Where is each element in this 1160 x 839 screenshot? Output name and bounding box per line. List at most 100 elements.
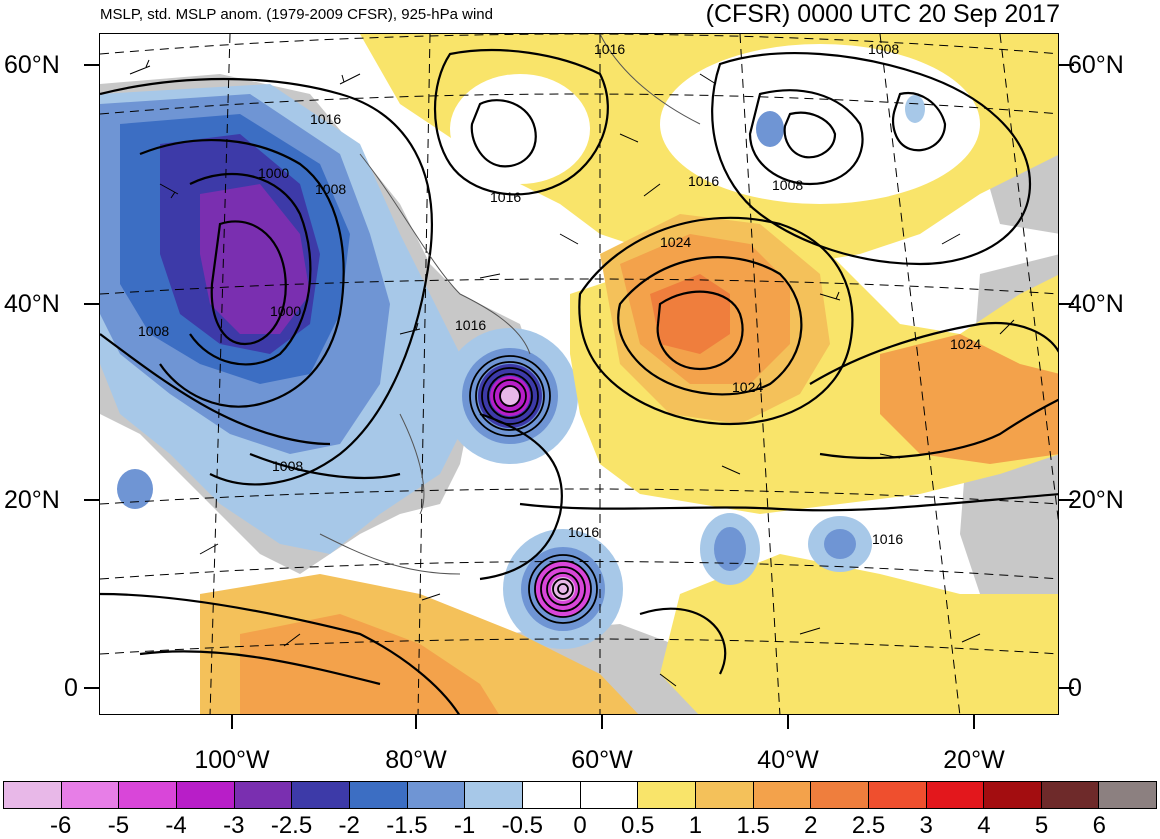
tick-mark bbox=[1059, 687, 1074, 689]
colorbar-swatch bbox=[292, 782, 350, 808]
colorbar-swatch bbox=[119, 782, 177, 808]
colorbar-tick-label: -4 bbox=[165, 812, 187, 839]
lon-label-100w: 100°W bbox=[194, 746, 270, 774]
tick-mark bbox=[231, 715, 233, 729]
contour-label: 1016 bbox=[310, 111, 341, 127]
colorbar-swatch bbox=[61, 782, 120, 808]
colorbar-swatch bbox=[465, 782, 523, 808]
contour-label: 1000 bbox=[258, 165, 289, 181]
lat-label-60n-left: 60°N bbox=[4, 51, 60, 79]
tick-mark bbox=[84, 303, 99, 305]
tick-mark bbox=[1059, 499, 1074, 501]
anom-pos-east bbox=[880, 334, 1058, 464]
colorbar-swatch bbox=[926, 782, 985, 808]
contour-label: 1016 bbox=[568, 524, 599, 540]
tick-mark bbox=[1059, 64, 1074, 66]
lat-label-0-left: 0 bbox=[64, 674, 78, 702]
contour-label: 1024 bbox=[950, 336, 981, 352]
tick-mark bbox=[787, 715, 789, 729]
colorbar-swatch bbox=[4, 782, 62, 808]
colorbar-tick-label: -0.5 bbox=[501, 812, 543, 839]
lon-label-20w: 20°W bbox=[943, 746, 1005, 774]
colorbar-tick-label: -3 bbox=[223, 812, 245, 839]
tick-mark bbox=[1059, 303, 1074, 305]
colorbar-swatch bbox=[984, 782, 1042, 808]
colorbar-tick-label: 3 bbox=[919, 812, 933, 839]
colorbar-swatch bbox=[695, 782, 754, 808]
colorbar-swatch bbox=[407, 782, 466, 808]
anom-pos-south-inner bbox=[240, 614, 499, 714]
lat-label-60n-right: 60°N bbox=[1068, 51, 1124, 79]
contour-label: 1008 bbox=[868, 41, 899, 57]
contour-label: 1016 bbox=[872, 531, 903, 547]
colorbar-swatch bbox=[638, 782, 696, 808]
graticule bbox=[100, 34, 1058, 714]
anom-zero-north bbox=[660, 44, 980, 204]
wind-barbs bbox=[129, 59, 1015, 687]
colorbar-tick-label: -2.5 bbox=[270, 812, 313, 839]
lon-label-40w: 40°W bbox=[757, 746, 819, 774]
colorbar-tick-label: 1 bbox=[688, 812, 703, 839]
colorbar-swatch bbox=[811, 782, 869, 808]
colorbar-swatch bbox=[868, 782, 927, 808]
colorbar-tick-label: 4 bbox=[977, 812, 991, 839]
colorbar-tick-label: 0 bbox=[573, 812, 587, 839]
colorbar-tick-label: -6 bbox=[50, 812, 72, 839]
colorbar-swatch bbox=[349, 782, 408, 808]
lat-label-20n-left: 20°N bbox=[4, 486, 60, 514]
colorbar-swatch bbox=[753, 782, 812, 808]
anom-neg-small-north2 bbox=[905, 95, 925, 123]
contour-label: 1016 bbox=[455, 317, 486, 333]
tick-mark bbox=[84, 687, 99, 689]
colorbar-tick-label: -1.5 bbox=[386, 812, 428, 839]
colorbar-tick-label: -5 bbox=[107, 812, 130, 839]
colorbar-tick-label: 0.5 bbox=[621, 812, 655, 839]
map-svg: 1016 1008 1016 1000 1008 1016 1016 1024 … bbox=[100, 34, 1058, 714]
lat-label-20n-right: 20°N bbox=[1068, 486, 1124, 514]
contour-label: 1024 bbox=[660, 234, 691, 250]
maria-rings bbox=[528, 554, 598, 624]
anom-neg-pocket3 bbox=[117, 469, 153, 509]
tick-mark bbox=[973, 715, 975, 729]
colorbar-swatch bbox=[1099, 782, 1157, 808]
colorbar-tick-label: -1 bbox=[453, 812, 476, 839]
contour-label: 1008 bbox=[272, 458, 303, 474]
colorbar-tick-label: -2 bbox=[338, 812, 360, 839]
anom-jose-eye bbox=[501, 387, 519, 405]
map-panel: 1016 1008 1016 1000 1008 1016 1016 1024 … bbox=[99, 33, 1059, 715]
anom-neg-pocket1b bbox=[714, 527, 746, 571]
colorbar bbox=[3, 781, 1157, 809]
anom-pos-25 bbox=[650, 274, 730, 354]
lat-label-40n-left: 40°N bbox=[4, 290, 60, 318]
lat-label-40n-right: 40°N bbox=[1068, 290, 1124, 318]
colorbar-swatch bbox=[1041, 782, 1100, 808]
anom-maria-eye bbox=[551, 577, 575, 601]
colorbar-tick-label: 2.5 bbox=[851, 812, 886, 839]
contour-label: 1016 bbox=[688, 173, 719, 189]
contour-labels: 1016 1008 1016 1000 1008 1016 1016 1024 … bbox=[138, 41, 981, 547]
colorbar-swatch bbox=[234, 782, 293, 808]
isobars bbox=[100, 49, 1058, 714]
contour-label: 1016 bbox=[490, 189, 521, 205]
contour-label: 1024 bbox=[732, 379, 763, 395]
contour-label: 1008 bbox=[138, 323, 169, 339]
colorbar-swatch bbox=[176, 782, 235, 808]
anom-pos-southeast bbox=[660, 554, 1058, 714]
lat-label-0-right: 0 bbox=[1068, 674, 1082, 702]
anom-neg-small-north bbox=[756, 111, 784, 147]
contour-label: 1008 bbox=[315, 181, 346, 197]
jose-rings bbox=[469, 355, 551, 437]
contour-label: 1016 bbox=[594, 41, 625, 57]
lon-label-60w: 60°W bbox=[571, 746, 633, 774]
tick-mark bbox=[415, 715, 417, 729]
colorbar-swatch bbox=[522, 782, 581, 808]
contour-label: 1008 bbox=[772, 177, 803, 193]
colorbar-tick-label: 5 bbox=[1034, 812, 1049, 839]
colorbar-tick-label: 1.5 bbox=[736, 812, 770, 839]
contour-label: 1000 bbox=[270, 303, 301, 319]
map-title-right: (CFSR) 0000 UTC 20 Sep 2017 bbox=[705, 0, 1060, 28]
map-title-left: MSLP, std. MSLP anom. (1979-2009 CFSR), … bbox=[100, 6, 493, 23]
colorbar-tick-label: 6 bbox=[1092, 812, 1106, 839]
tick-mark bbox=[84, 64, 99, 66]
colorbar-swatch bbox=[580, 782, 639, 808]
